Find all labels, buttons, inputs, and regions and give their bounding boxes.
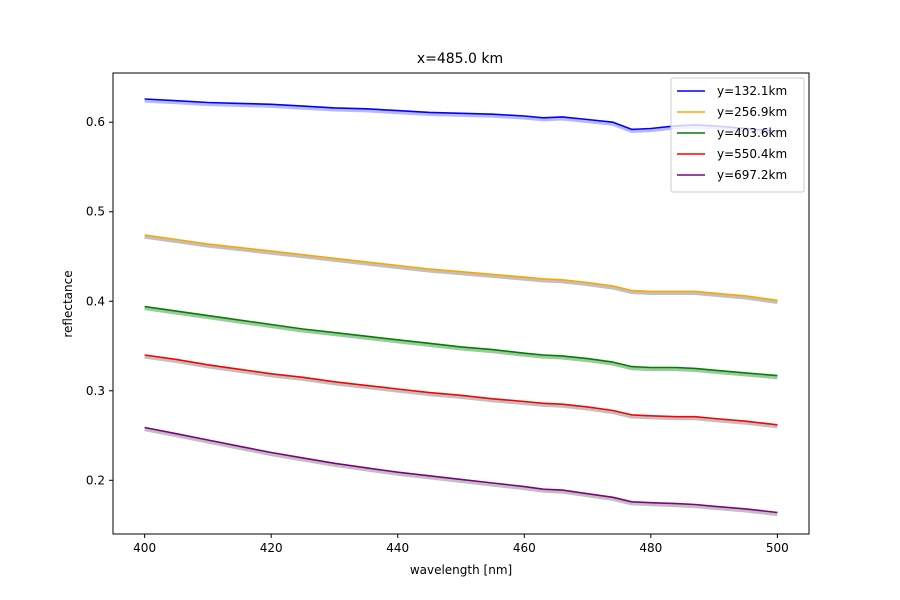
x-tick-label-420: 420 <box>260 541 283 555</box>
series-3-band <box>144 354 778 429</box>
legend-label-1: y=256.9km <box>717 105 787 119</box>
legend-label-2: y=403.6km <box>717 126 787 140</box>
x-tick-label-500: 500 <box>766 541 789 555</box>
legend-label-4: y=697.2km <box>717 168 787 182</box>
y-tick-label-0.2: 0.2 <box>86 473 105 487</box>
y-tick-label-0.4: 0.4 <box>86 294 105 308</box>
legend-label-3: y=550.4km <box>717 147 787 161</box>
x-tick-label-480: 480 <box>639 541 662 555</box>
x-axis: 400 420 440 460 480 500 <box>133 534 789 555</box>
legend: y=132.1km y=256.9km y=403.6km y=550.4km y=69… <box>670 77 805 193</box>
x-tick-label-440: 440 <box>386 541 409 555</box>
series-layer <box>144 98 778 517</box>
y-tick-label-0.6: 0.6 <box>86 115 105 129</box>
series-4-line <box>144 426 778 514</box>
x-axis-label: wavelength [nm] <box>410 563 512 577</box>
series-3-line <box>144 354 778 426</box>
series-2-band <box>144 306 778 380</box>
plot-frame <box>112 72 810 535</box>
y-tick-label-0.3: 0.3 <box>86 384 105 398</box>
series-2-line <box>144 305 778 377</box>
y-axis-label: reflectance <box>61 270 75 337</box>
chart-title: x=485.0 km <box>417 51 503 67</box>
legend-box <box>670 77 805 193</box>
series-1-band <box>144 234 778 304</box>
x-tick-label-400: 400 <box>133 541 156 555</box>
series-4-band <box>144 427 778 517</box>
legend-label-0: y=132.1km <box>717 84 787 98</box>
y-axis: 0.2 0.3 0.4 0.5 0.6 <box>86 115 113 487</box>
y-tick-label-0.5: 0.5 <box>86 205 105 219</box>
x-tick-label-460: 460 <box>513 541 536 555</box>
series-1-line <box>144 234 778 302</box>
